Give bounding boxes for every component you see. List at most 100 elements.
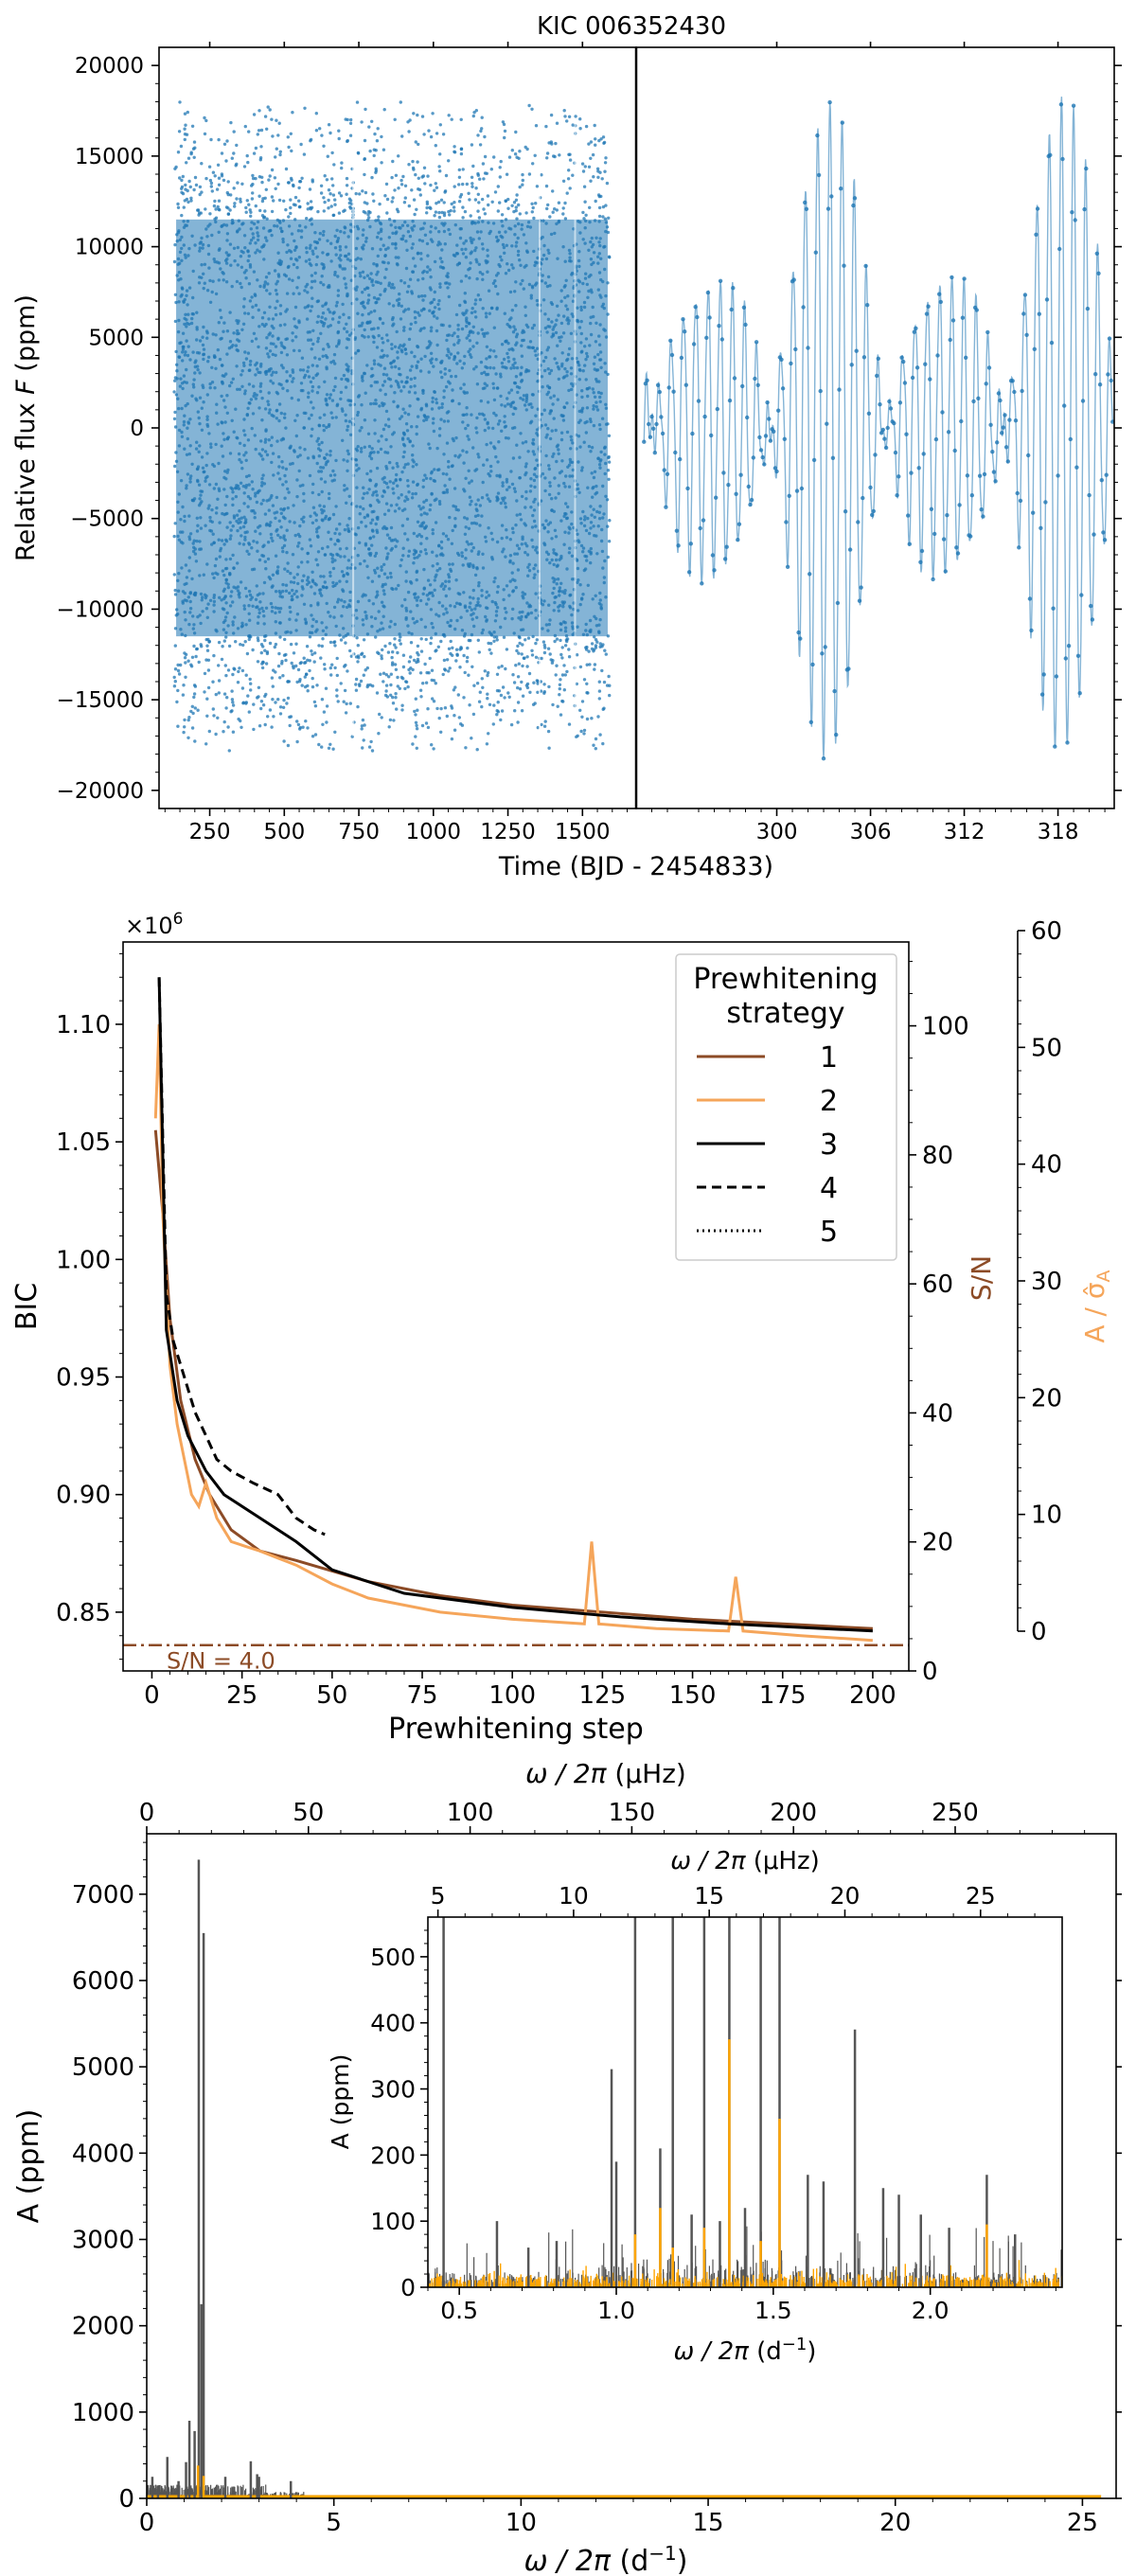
flux-point bbox=[176, 202, 180, 206]
flux-point bbox=[453, 714, 456, 718]
flux-point bbox=[278, 712, 283, 716]
flux-point bbox=[490, 200, 494, 204]
flux-point bbox=[415, 207, 418, 211]
flux-point bbox=[324, 686, 328, 690]
flux-point bbox=[438, 152, 442, 156]
flux-point bbox=[235, 143, 239, 148]
flux-point bbox=[229, 120, 233, 125]
flux-point bbox=[244, 673, 248, 677]
flux-point bbox=[496, 209, 500, 213]
flux-point bbox=[182, 205, 186, 209]
flux-point bbox=[270, 209, 275, 214]
flux-point bbox=[480, 115, 484, 119]
flux-point bbox=[182, 684, 186, 687]
flux-point bbox=[563, 115, 567, 118]
flux-point bbox=[546, 203, 550, 207]
flux-point bbox=[176, 205, 181, 209]
flux-point bbox=[294, 642, 298, 646]
flux-point bbox=[607, 434, 612, 437]
flux-point bbox=[436, 645, 440, 648]
flux-point bbox=[477, 201, 481, 204]
flux-point bbox=[414, 172, 417, 177]
flux-point bbox=[287, 215, 291, 219]
flux-point bbox=[602, 680, 607, 684]
flux-point bbox=[567, 648, 571, 651]
flux-point bbox=[314, 129, 319, 133]
flux-point bbox=[207, 165, 212, 169]
flux-point bbox=[224, 673, 228, 678]
flux-point bbox=[363, 723, 366, 727]
flux-point bbox=[527, 172, 532, 176]
flux-point bbox=[377, 215, 381, 219]
flux-point bbox=[244, 210, 248, 214]
flux-point bbox=[330, 663, 334, 666]
flux-point bbox=[273, 645, 276, 649]
flux-point bbox=[346, 669, 349, 673]
flux-point bbox=[360, 120, 364, 124]
flux-point bbox=[486, 194, 490, 198]
flux-point bbox=[596, 169, 600, 173]
flux-point bbox=[208, 178, 213, 183]
flux-point bbox=[356, 644, 360, 648]
flux-point bbox=[331, 213, 335, 218]
flux-point bbox=[204, 118, 208, 123]
flux-point bbox=[441, 133, 446, 136]
flux-point bbox=[482, 207, 486, 211]
flux-point bbox=[247, 203, 251, 206]
flux-point bbox=[585, 682, 589, 685]
flux-point bbox=[306, 658, 310, 662]
flux-point bbox=[203, 690, 206, 694]
flux-point bbox=[457, 175, 462, 179]
flux-point bbox=[541, 640, 546, 644]
flux-point bbox=[482, 177, 486, 181]
flux-point bbox=[435, 132, 439, 135]
flux-point bbox=[183, 718, 186, 722]
flux-point bbox=[415, 723, 418, 728]
flux-point bbox=[498, 166, 502, 169]
flux-point bbox=[200, 190, 204, 194]
flux-point bbox=[212, 204, 217, 208]
flux-point bbox=[598, 642, 602, 646]
flux-point bbox=[299, 142, 303, 147]
flux-point bbox=[198, 185, 203, 189]
flux-point bbox=[361, 718, 365, 722]
flux-point bbox=[574, 115, 577, 118]
flux-point bbox=[256, 636, 260, 640]
flux-point bbox=[196, 208, 201, 212]
flux-point bbox=[498, 201, 502, 204]
flux-point bbox=[206, 685, 211, 690]
flux-point bbox=[502, 122, 506, 127]
flux-point bbox=[514, 205, 518, 209]
flux-point bbox=[376, 127, 380, 131]
flux-point bbox=[607, 454, 611, 459]
flux-point bbox=[232, 187, 236, 190]
flux-point bbox=[454, 659, 458, 663]
flux-point bbox=[382, 108, 386, 112]
flux-point bbox=[417, 653, 420, 657]
flux-point bbox=[224, 159, 228, 163]
flux-point bbox=[536, 682, 540, 685]
flux-point bbox=[333, 198, 337, 202]
flux-point bbox=[241, 643, 245, 648]
flux-point bbox=[459, 147, 464, 151]
flux-point bbox=[470, 737, 473, 740]
flux-point bbox=[525, 665, 529, 668]
flux-point bbox=[261, 645, 265, 648]
flux-point bbox=[585, 717, 590, 721]
flux-point bbox=[438, 123, 442, 127]
flux-point bbox=[594, 747, 597, 751]
flux-point bbox=[368, 149, 372, 153]
flux-point bbox=[516, 644, 520, 648]
flux-point bbox=[385, 197, 390, 202]
flux-point bbox=[394, 692, 398, 696]
flux-point bbox=[340, 166, 344, 170]
flux-point bbox=[447, 669, 451, 673]
flux-point bbox=[391, 702, 396, 705]
flux-point bbox=[364, 190, 368, 195]
flux-point bbox=[462, 653, 466, 658]
flux-point bbox=[524, 638, 527, 642]
flux-point bbox=[197, 211, 202, 215]
flux-point bbox=[493, 190, 498, 194]
flux-point bbox=[339, 682, 343, 685]
flux-point bbox=[461, 205, 465, 209]
